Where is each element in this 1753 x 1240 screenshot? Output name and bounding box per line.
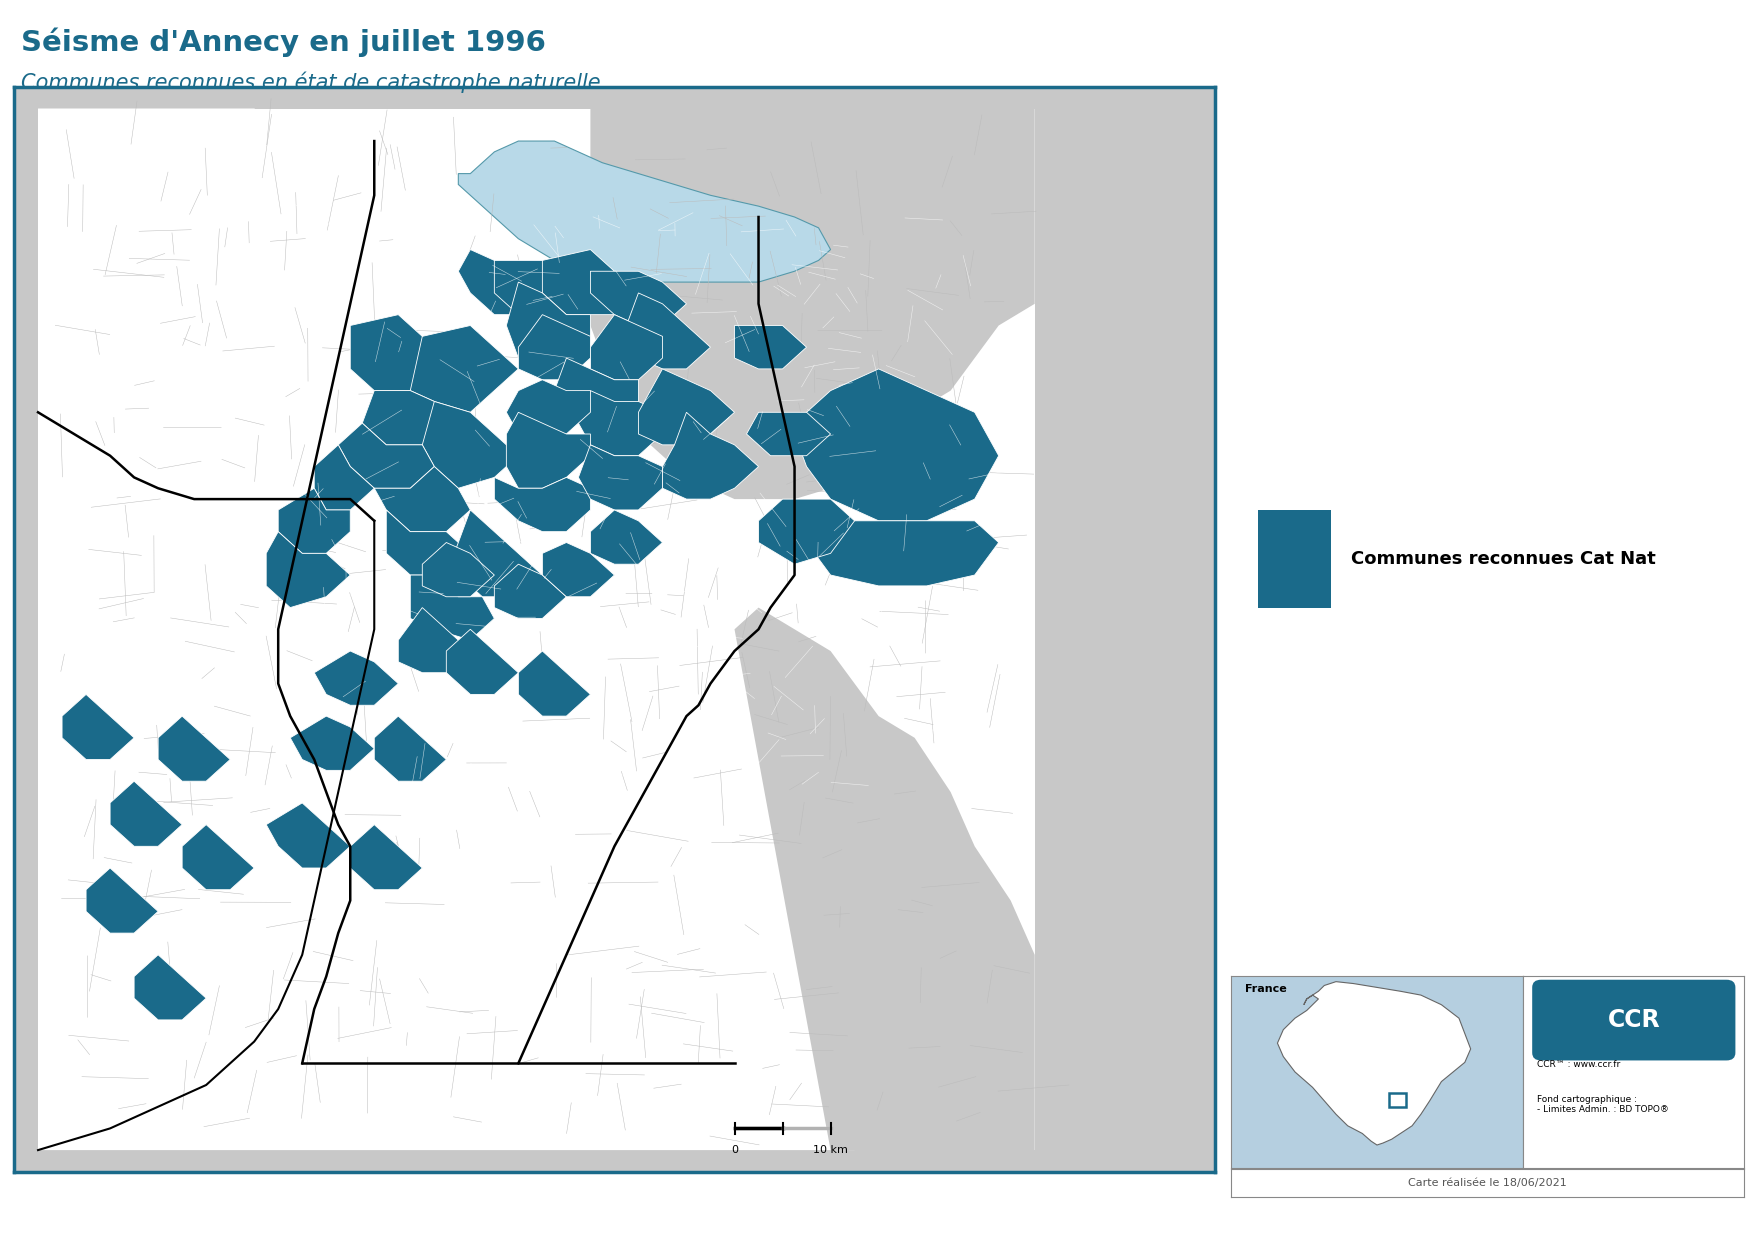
- Polygon shape: [591, 109, 1034, 498]
- Polygon shape: [759, 498, 855, 564]
- Polygon shape: [110, 781, 182, 846]
- Text: 0: 0: [731, 1145, 738, 1154]
- Polygon shape: [422, 402, 519, 489]
- Polygon shape: [458, 141, 831, 283]
- FancyBboxPatch shape: [1532, 980, 1735, 1060]
- Polygon shape: [542, 249, 638, 315]
- Polygon shape: [519, 315, 591, 379]
- Bar: [39, 109, 1034, 1151]
- Polygon shape: [314, 445, 375, 510]
- Text: Carte réalisée le 18/06/2021: Carte réalisée le 18/06/2021: [1408, 1178, 1567, 1188]
- Text: Communes reconnues en état de catastrophe naturelle: Communes reconnues en état de catastroph…: [21, 72, 601, 93]
- Bar: [1388, 1094, 1406, 1106]
- Polygon shape: [158, 717, 230, 781]
- Polygon shape: [591, 510, 663, 564]
- Text: CCR™ : www.ccr.fr: CCR™ : www.ccr.fr: [1537, 1060, 1620, 1069]
- Polygon shape: [422, 543, 494, 596]
- Polygon shape: [507, 379, 591, 445]
- Polygon shape: [375, 717, 447, 781]
- Polygon shape: [806, 521, 999, 587]
- Polygon shape: [578, 445, 663, 510]
- Polygon shape: [554, 358, 638, 423]
- Polygon shape: [279, 489, 351, 553]
- Polygon shape: [519, 651, 591, 717]
- Polygon shape: [135, 955, 207, 1019]
- Polygon shape: [578, 391, 663, 455]
- Polygon shape: [542, 543, 615, 596]
- Polygon shape: [410, 575, 494, 640]
- Text: CCR: CCR: [1608, 1008, 1660, 1032]
- Polygon shape: [61, 694, 135, 759]
- Polygon shape: [182, 825, 254, 890]
- Polygon shape: [266, 804, 351, 868]
- Polygon shape: [266, 532, 351, 608]
- Polygon shape: [86, 868, 158, 934]
- Polygon shape: [314, 651, 398, 706]
- Polygon shape: [663, 412, 759, 498]
- Text: Communes reconnues Cat Nat: Communes reconnues Cat Nat: [1352, 549, 1657, 568]
- Polygon shape: [494, 260, 591, 315]
- Polygon shape: [747, 412, 831, 455]
- Polygon shape: [410, 325, 519, 412]
- Polygon shape: [735, 608, 1034, 1151]
- Polygon shape: [507, 283, 591, 370]
- Polygon shape: [447, 510, 542, 596]
- Text: France: France: [1245, 983, 1287, 993]
- Polygon shape: [626, 293, 710, 370]
- Polygon shape: [591, 315, 663, 379]
- Text: Séisme d'Annecy en juillet 1996: Séisme d'Annecy en juillet 1996: [21, 27, 545, 57]
- Polygon shape: [291, 717, 375, 770]
- Polygon shape: [638, 370, 735, 445]
- Polygon shape: [494, 564, 566, 619]
- Polygon shape: [1278, 982, 1471, 1145]
- Polygon shape: [351, 315, 435, 391]
- Bar: [1259, 510, 1331, 608]
- Polygon shape: [375, 466, 470, 532]
- Text: 10 km: 10 km: [813, 1145, 848, 1154]
- Polygon shape: [735, 325, 806, 370]
- Polygon shape: [591, 272, 687, 325]
- Polygon shape: [351, 825, 422, 890]
- Polygon shape: [494, 477, 591, 532]
- Polygon shape: [39, 109, 1034, 1151]
- Polygon shape: [507, 412, 591, 489]
- Polygon shape: [398, 608, 470, 672]
- Polygon shape: [363, 391, 447, 445]
- Polygon shape: [447, 629, 519, 694]
- Text: Fond cartographique :
- Limites Admin. : BD TOPO®: Fond cartographique : - Limites Admin. :…: [1537, 1095, 1669, 1115]
- Polygon shape: [338, 423, 435, 489]
- Polygon shape: [458, 249, 542, 315]
- Polygon shape: [794, 370, 999, 521]
- Polygon shape: [386, 510, 470, 575]
